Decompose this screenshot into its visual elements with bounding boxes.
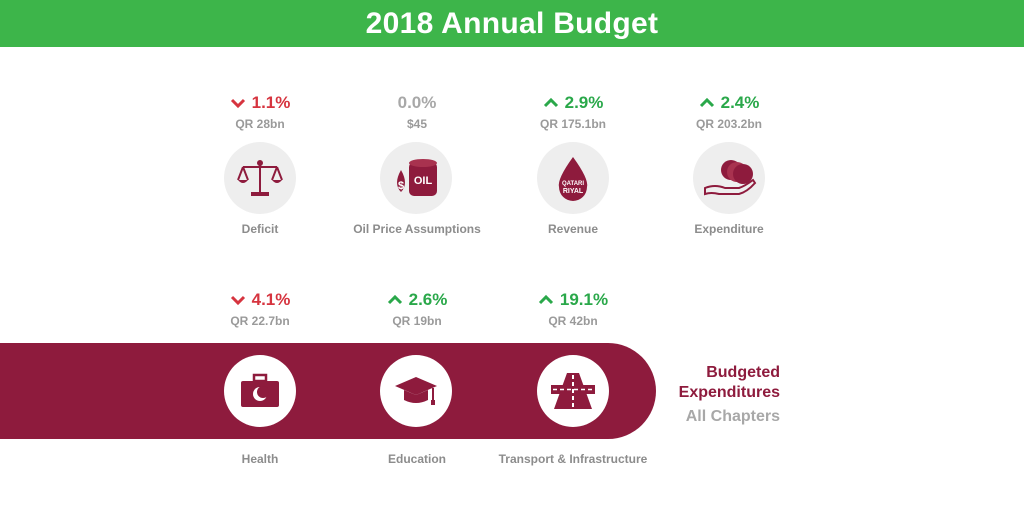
metric-deficit: 1.1% QR 28bn (185, 92, 335, 131)
oil-barrel-icon-circle: OIL $ (380, 142, 452, 214)
coins-hand-icon-circle (693, 142, 765, 214)
revenue-pct: 2.9% (564, 93, 604, 112)
expenditure-pct: 2.4% (720, 93, 760, 112)
oil-label: Oil Price Assumptions (353, 222, 481, 236)
expenditure-amount: QR 203.2bn (695, 117, 763, 131)
riyal-drop-icon: QATARI RIYAL (558, 157, 588, 201)
band-line2: Expenditures (678, 384, 780, 401)
transport-pct: 19.1% (559, 290, 609, 309)
revenue-amount: QR 175.1bn (539, 117, 607, 131)
metric-health: 4.1% QR 22.7bn (185, 289, 335, 328)
graduation-cap-icon-circle (380, 355, 452, 427)
revenue-label: Revenue (547, 222, 599, 236)
coins-hand-icon (704, 160, 757, 196)
svg-text:QATARI: QATARI (562, 181, 584, 187)
medical-bag-icon-circle (224, 355, 296, 427)
revenue-change: 2.9% (498, 92, 648, 114)
health-change: 4.1% (185, 289, 335, 311)
band-caption: Budgeted Expenditures All Chapters (650, 363, 780, 427)
scales-icon (237, 160, 283, 196)
oil-icon-text: OIL (414, 175, 433, 187)
arrow-up-icon (699, 97, 714, 108)
graduation-cap-icon (395, 377, 437, 405)
arrow-down-icon (230, 295, 245, 306)
education-change: 2.6% (342, 289, 492, 311)
deficit-change: 1.1% (185, 92, 335, 114)
metric-oil: 0.0% $45 (342, 92, 492, 131)
oil-amount: $45 (406, 117, 428, 131)
arrow-up-icon (538, 294, 553, 305)
oil-pct: 0.0% (397, 93, 437, 112)
deficit-pct: 1.1% (251, 93, 291, 112)
medical-bag-icon (241, 373, 279, 407)
deficit-label: Deficit (241, 222, 279, 236)
health-amount: QR 22.7bn (230, 314, 290, 328)
arrow-up-icon (387, 294, 402, 305)
band-line1: Budgeted (706, 364, 780, 381)
riyal-drop-icon-circle: QATARI RIYAL (537, 142, 609, 214)
expenditure-change: 2.4% (654, 92, 804, 114)
metric-education: 2.6% QR 19bn (342, 289, 492, 328)
transport-label: Transport & Infrastructure (498, 452, 648, 466)
education-label: Education (387, 452, 446, 466)
health-label: Health (241, 452, 279, 466)
road-icon (551, 373, 595, 409)
transport-change: 19.1% (498, 289, 648, 311)
arrow-down-icon (230, 98, 245, 109)
deficit-amount: QR 28bn (235, 117, 285, 131)
svg-text:RIYAL: RIYAL (563, 188, 584, 195)
health-pct: 4.1% (251, 290, 291, 309)
oil-barrel-icon: OIL $ (397, 159, 437, 196)
metric-revenue: 2.9% QR 175.1bn (498, 92, 648, 131)
band-line3: All Chapters (685, 408, 780, 425)
svg-text:$: $ (398, 180, 404, 192)
page-title: 2018 Annual Budget (0, 0, 1024, 47)
arrow-up-icon (543, 97, 558, 108)
road-icon-circle (537, 355, 609, 427)
education-amount: QR 19bn (392, 314, 442, 328)
metric-transport: 19.1% QR 42bn (498, 289, 648, 328)
education-pct: 2.6% (408, 290, 448, 309)
expenditure-label: Expenditure (694, 222, 764, 236)
metric-expenditure: 2.4% QR 203.2bn (654, 92, 804, 131)
transport-amount: QR 42bn (548, 314, 598, 328)
scales-icon-circle (224, 142, 296, 214)
oil-change: 0.0% (342, 92, 492, 114)
